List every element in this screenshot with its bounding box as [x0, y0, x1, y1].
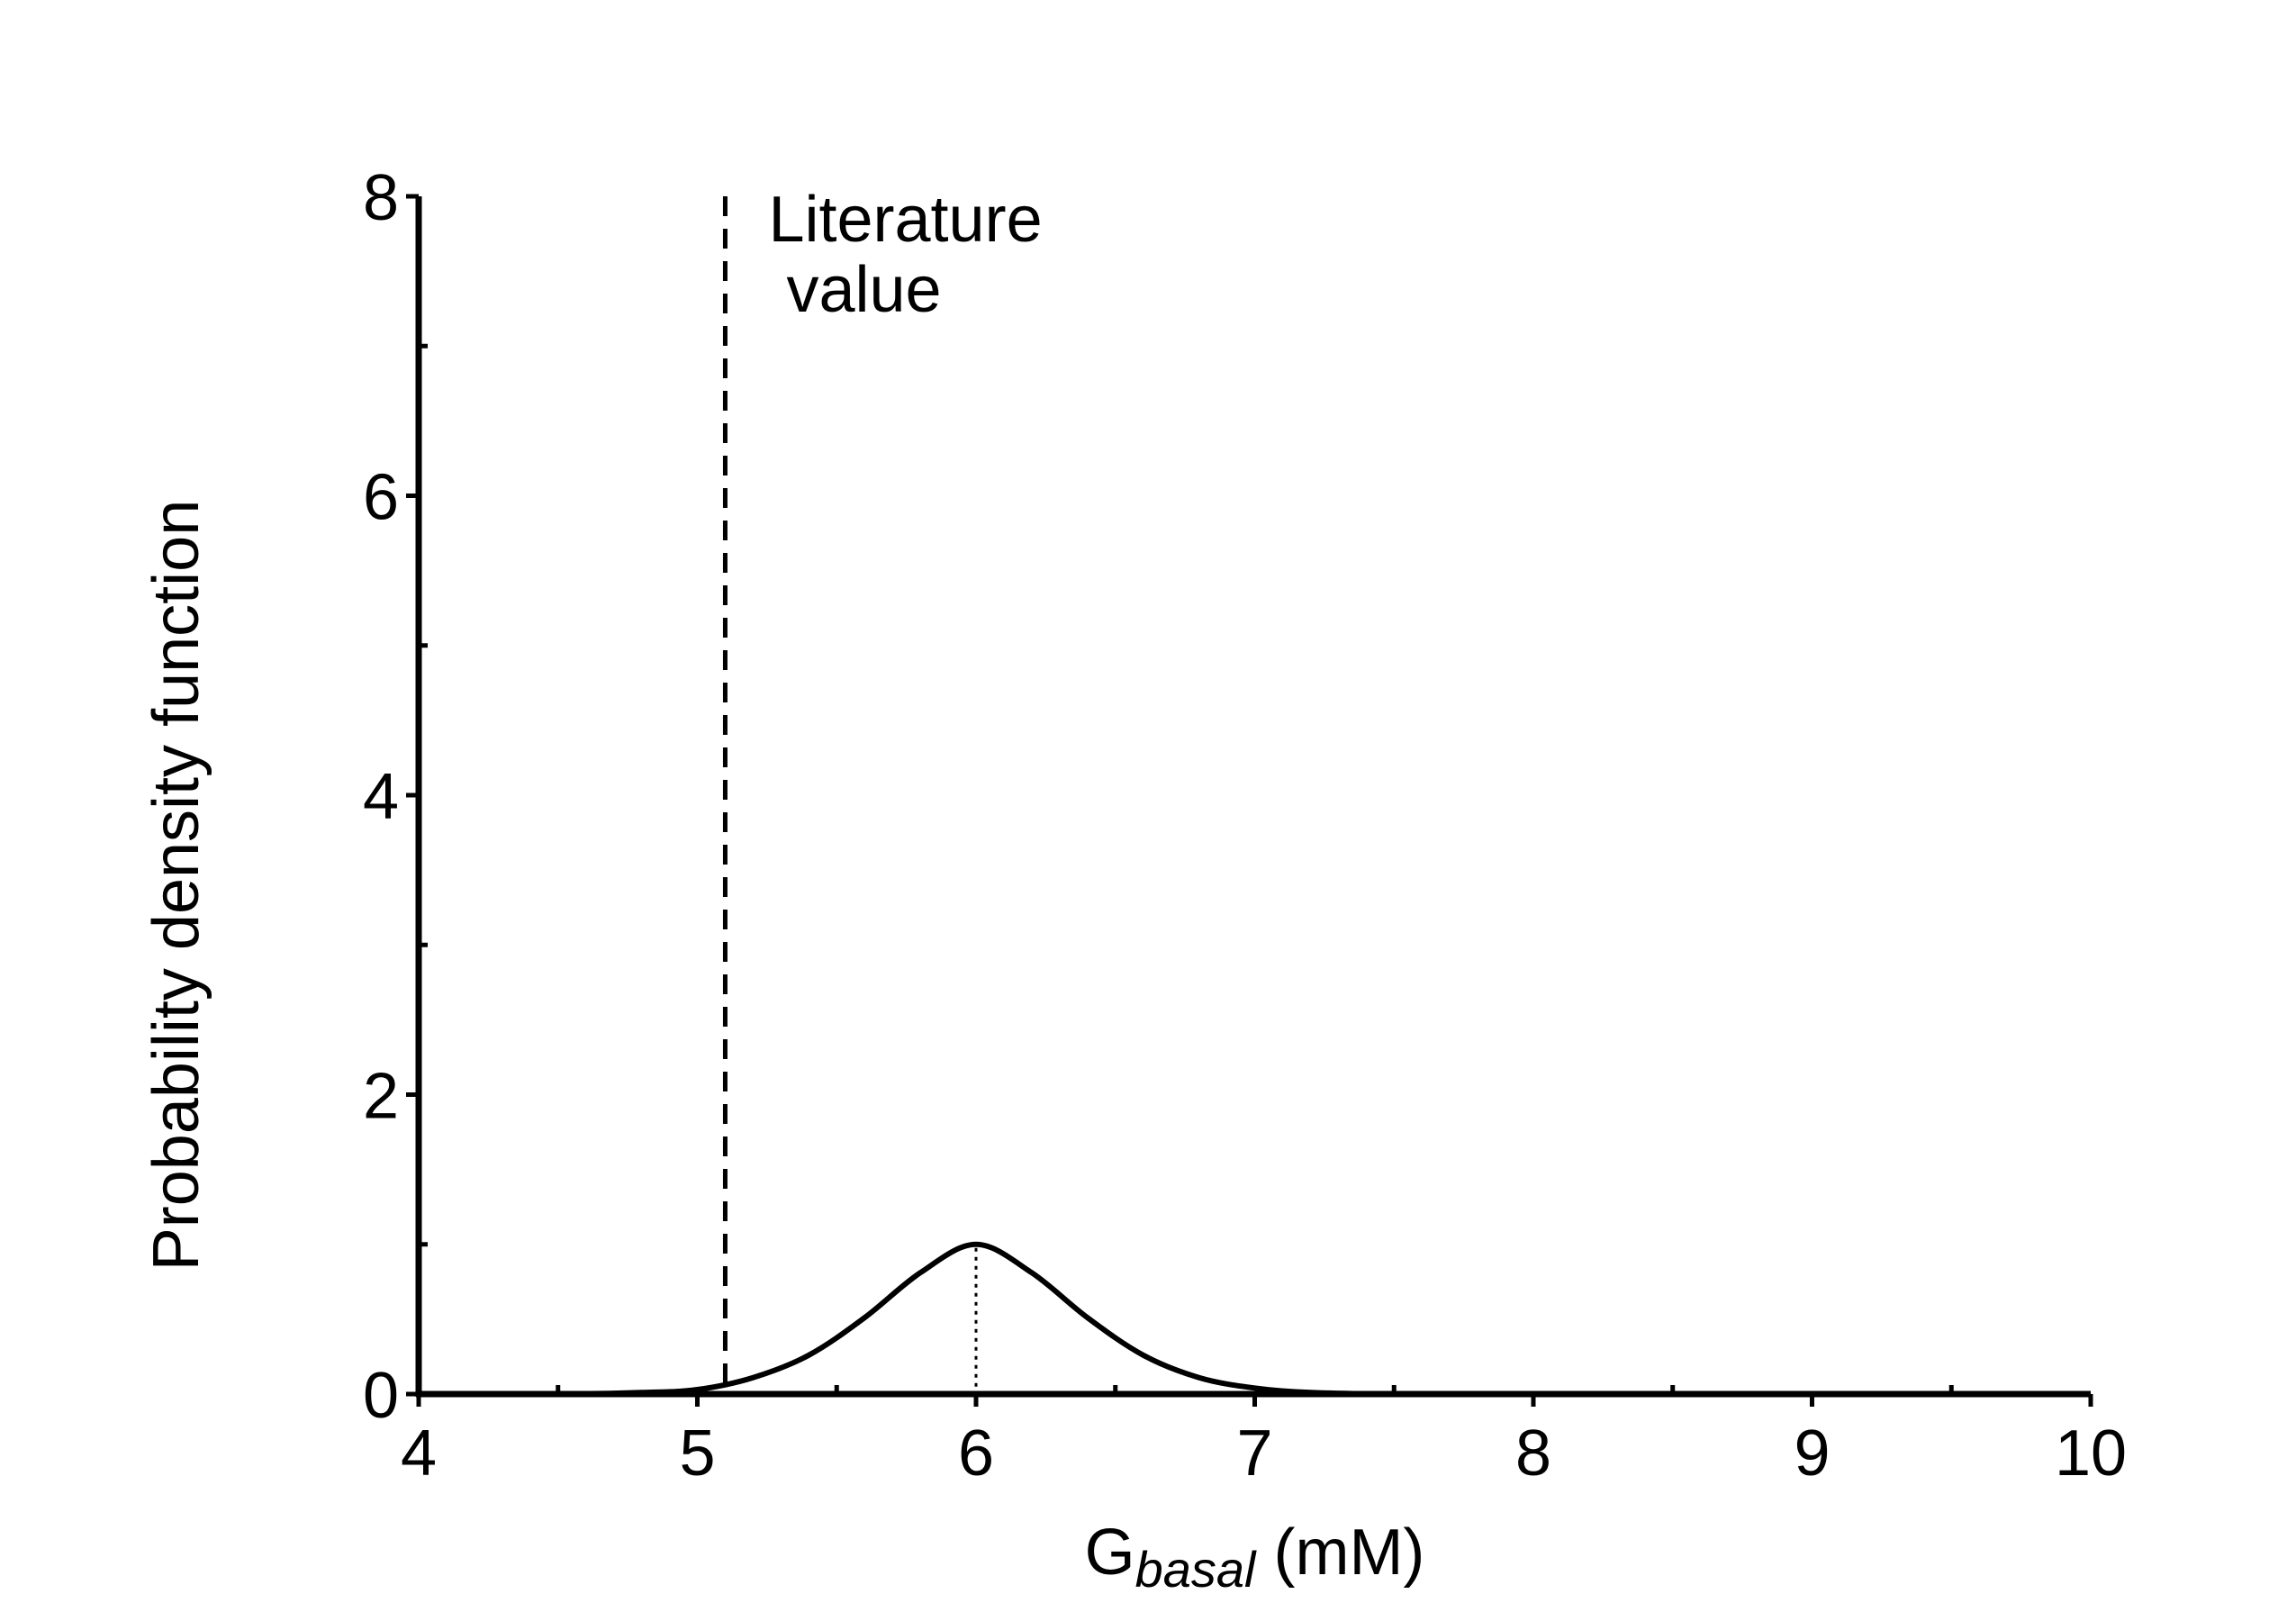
literature-annotation-line-1: Literature [768, 184, 1042, 256]
x-tick-label: 7 [1236, 1417, 1272, 1490]
density-curve [418, 1241, 2091, 1398]
x-axis-title-main: G [1085, 1517, 1135, 1589]
y-tick-label: 8 [363, 162, 399, 234]
x-tick-label: 10 [2055, 1417, 2127, 1490]
y-axis-title: Probability density function [140, 500, 212, 1271]
y-tick-label: 0 [363, 1360, 399, 1432]
x-tick-label: 5 [679, 1417, 715, 1490]
x-tick-label: 4 [401, 1417, 437, 1490]
y-tick-label: 4 [363, 761, 399, 833]
y-tick-label: 6 [363, 462, 399, 534]
literature-annotation-line-2: value [786, 254, 941, 326]
x-axis-title-subscript: basal [1135, 1541, 1257, 1598]
x-tick-label: 9 [1794, 1417, 1830, 1490]
x-axis-title-unit: (mM) [1255, 1517, 1424, 1589]
x-axis-title: Gbasal (mM) [1085, 1517, 1425, 1598]
axis-tick-labels: 4 5 6 7 8 9 10 0 2 4 6 8 [363, 162, 2127, 1490]
x-tick-label: 6 [958, 1417, 994, 1490]
x-tick-label: 8 [1515, 1417, 1551, 1490]
axis-ticks [406, 194, 2093, 1407]
y-tick-label: 2 [363, 1061, 399, 1133]
